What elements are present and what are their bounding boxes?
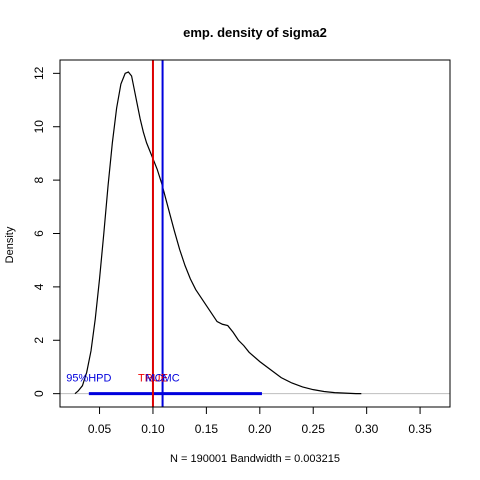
x-axis-label: N = 190001 Bandwidth = 0.003215 xyxy=(170,453,340,465)
y-tick-label: 10 xyxy=(32,120,46,134)
plot-frame xyxy=(60,60,450,407)
y-axis-label: Density xyxy=(4,226,16,263)
x-tick-label: 0.15 xyxy=(195,422,219,436)
y-tick-label: 12 xyxy=(32,66,46,80)
x-tick-label: 0.25 xyxy=(302,422,326,436)
x-tick-label: 0.20 xyxy=(248,422,272,436)
x-axis: 0.05 0.10 0.15 0.20 0.25 0.30 0.35 xyxy=(88,407,432,436)
chart-title: emp. density of sigma2 xyxy=(183,25,327,40)
y-axis: 0 2 4 6 8 10 12 xyxy=(32,66,60,397)
plot-area: 95%HPD TRUE MCMC xyxy=(60,60,450,407)
annotation-hpd-label: 95%HPD xyxy=(66,373,111,385)
x-tick-label: 0.30 xyxy=(355,422,379,436)
y-tick-label: 4 xyxy=(32,283,46,290)
y-tick-label: 0 xyxy=(32,390,46,397)
x-tick-label: 0.35 xyxy=(408,422,432,436)
y-tick-label: 6 xyxy=(32,230,46,237)
x-tick-label: 0.10 xyxy=(141,422,165,436)
y-tick-label: 2 xyxy=(32,337,46,344)
x-tick-label: 0.05 xyxy=(88,422,112,436)
annotation-mcmc-label: MCMC xyxy=(145,373,179,385)
series-line-density xyxy=(75,72,361,394)
y-tick-label: 8 xyxy=(32,176,46,183)
